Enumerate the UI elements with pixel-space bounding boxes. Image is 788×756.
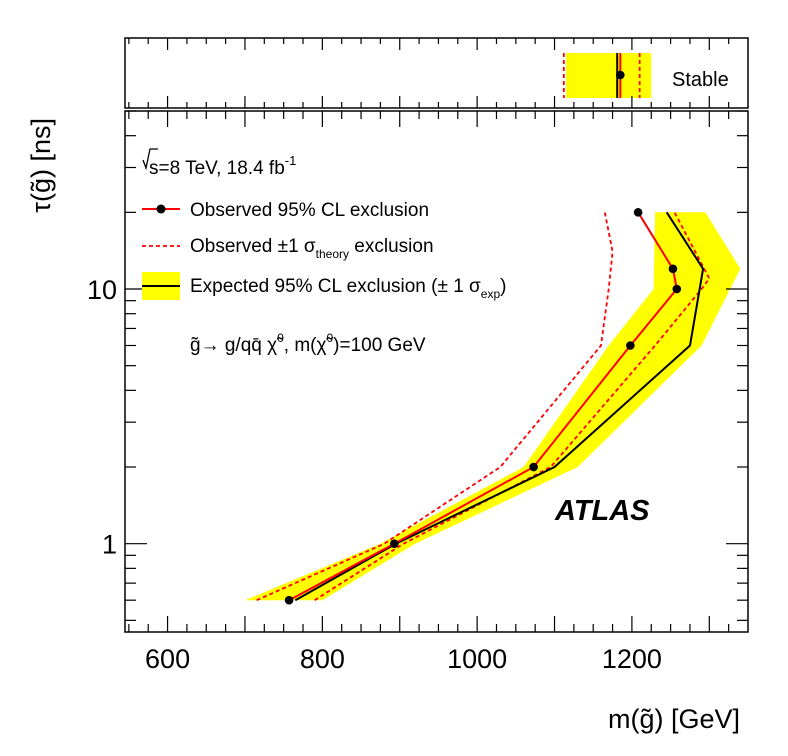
observed-point-3	[626, 341, 635, 350]
expected-median-line	[294, 211, 705, 602]
axes: 600 800 1000 1200 1 10	[87, 38, 749, 674]
observed-point-0	[284, 595, 294, 605]
observed-point-1	[390, 539, 399, 548]
process-text-3: )=100 GeV	[333, 335, 426, 356]
expected-band-layer	[245, 212, 741, 601]
process-sup-1: 0	[277, 331, 284, 345]
x-tick-label-800: 800	[300, 644, 345, 674]
observed-point-6	[633, 208, 643, 217]
x-axis-title: m(g̃) [GeV]	[608, 704, 740, 734]
y-axis-title: τ(g̃) [ns]	[26, 118, 56, 213]
process-text-2: , m(χ̃	[284, 335, 334, 356]
process-annotation: g̃→ g/qq̄ χ̃0, m(χ̃0)=100 GeV	[190, 331, 426, 356]
legend: Observed 95% CL exclusion Observed ±1 σt…	[142, 200, 506, 301]
top-panel: Stable	[124, 37, 749, 109]
legend-item-expected: Expected 95% CL exclusion (± 1 σexp)	[142, 272, 506, 301]
stable-label: Stable	[672, 69, 729, 91]
expected-band	[245, 212, 741, 601]
process-text-1: g̃→ g/qq̄ χ̃	[190, 335, 284, 356]
main-plot-frame	[124, 110, 749, 633]
sqrt-symbol	[142, 148, 158, 171]
energy-text: =8 TeV, 18.4 fb	[159, 158, 285, 179]
y-tick-label-1: 1	[102, 530, 117, 560]
energy-sup: -1	[285, 153, 297, 168]
theory-lower-line	[256, 212, 614, 602]
legend-expected-tail: )	[500, 276, 506, 297]
atlas-label: ATLAS	[554, 495, 650, 527]
top-panel-frame	[124, 37, 749, 109]
svg-text:s=8 TeV, 18.4 fb-1: s=8 TeV, 18.4 fb-1	[149, 153, 296, 179]
legend-expected-main: Expected 95% CL exclusion (± 1 σ	[190, 276, 481, 297]
energy-annotation: s=8 TeV, 18.4 fb-1	[142, 148, 296, 179]
legend-expected-text: Expected 95% CL exclusion (± 1 σexp)	[190, 276, 506, 301]
legend-theory-text: Observed ±1 σtheory exclusion	[190, 236, 434, 261]
legend-theory-main: Observed ±1 σ	[190, 236, 316, 257]
x-tick-label-600: 600	[145, 644, 190, 674]
x-tick-label-1200: 1200	[602, 644, 662, 674]
stable-expected-band	[566, 53, 652, 98]
legend-theory-tail: exclusion	[349, 236, 434, 257]
legend-item-theory: Observed ±1 σtheory exclusion	[142, 236, 434, 261]
process-sup-2: 0	[326, 331, 333, 345]
x-tick-label-1000: 1000	[447, 644, 507, 674]
legend-expected-sub: exp	[481, 287, 501, 301]
legend-theory-sub: theory	[316, 247, 349, 261]
theory-upper-line	[314, 211, 711, 601]
annotations: s=8 TeV, 18.4 fb-1 g̃→ g/qq̄ χ̃0, m(χ̃0)…	[142, 148, 650, 527]
observed-point-5	[668, 264, 678, 274]
observed-point-2	[529, 462, 538, 472]
legend-observed-text: Observed 95% CL exclusion	[190, 200, 429, 221]
curves-layer	[256, 208, 711, 605]
energy-root: s	[149, 158, 159, 179]
legend-item-observed: Observed 95% CL exclusion	[142, 200, 429, 221]
stable-panel-marks	[562, 53, 652, 98]
y-tick-label-10: 10	[87, 275, 117, 305]
stable-observed-point	[616, 70, 625, 80]
observed-point-4	[672, 284, 682, 294]
legend-observed-marker	[156, 204, 166, 214]
